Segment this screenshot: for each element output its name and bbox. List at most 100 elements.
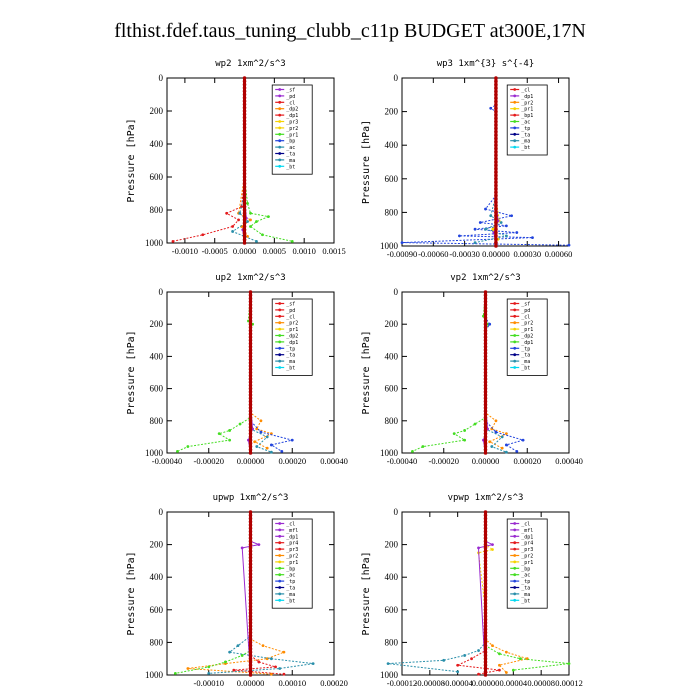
profile-point [483,669,488,674]
profile-point [483,513,488,518]
profile-point [242,204,247,209]
legend-marker [278,132,282,136]
profile-point [494,89,498,94]
profile-point [248,412,253,417]
profile-point [248,653,253,658]
profile-point [248,611,253,615]
y-tick-label: 800 [385,207,399,217]
series-point [257,660,261,664]
profile-point [248,406,253,410]
profile-point [483,422,488,426]
profile-point [494,126,498,131]
legend-marker [513,579,517,583]
profile-point [242,105,247,110]
legend-entry: _tp [286,346,295,352]
profile-point [248,419,253,423]
profile-point [248,608,253,612]
profile-point [483,546,488,550]
series-point [231,225,235,228]
profile-point [483,425,488,430]
series-point [463,438,467,442]
profile-point [242,175,247,179]
profile-point [248,290,253,294]
series-point [265,435,269,439]
legend-marker [513,126,517,130]
profile-point [248,585,253,589]
chart-panel-2: wp3 1xm^{3} s^{-4} Pressure [hPa] 0 200 400 6… [361,59,572,259]
profile-point [494,230,498,235]
profile-point [248,348,253,352]
profile-point [483,431,488,436]
profile-point [483,634,488,638]
legend-entry: _pd [286,94,295,100]
profile-point [483,319,488,323]
series-point [207,665,211,669]
legend-entry: _ac [521,120,530,126]
profile-point [494,240,498,245]
profile-point [242,224,247,229]
profile-point [242,195,247,199]
profile-point [242,165,247,169]
profile-point [483,627,488,632]
y-tick-label: 1000 [145,238,164,248]
legend-entry: _tp [521,126,530,132]
legend-entry: _pr2 [521,554,533,560]
page-title: flthist.fdef.taus_tuning_clubb_c11p BUDG… [114,20,586,42]
y-tick-label: 400 [385,351,399,361]
y-tick-label: 0 [159,507,164,517]
legend-marker [513,528,517,532]
y-axis-label: Pressure [hPa] [126,551,137,635]
chart-title: wp2 1xm^2/s^3 [215,59,285,69]
legend-entry: _cl [521,314,530,320]
profile-point [248,422,253,426]
profile-point [494,177,498,181]
profile-point [483,663,488,668]
series-line-3 [175,512,251,674]
profile-point [483,419,488,423]
profile-point [248,519,253,524]
profile-point [483,526,488,531]
profile-point [248,598,253,602]
x-tick-label: -0.00060 [418,249,448,259]
profile-point [242,208,247,212]
legend-entry: _bt [521,598,530,604]
profile-point [248,435,253,439]
y-tick-label: 400 [150,139,164,149]
profile-point [248,383,253,388]
profile-point [494,224,498,228]
profile-point [248,601,253,606]
profile-point [248,357,253,362]
profile-point [248,396,253,401]
series-point [491,644,494,648]
profile-point [242,234,247,239]
profile-point [248,322,253,327]
legend-marker [278,592,282,596]
series-point [494,430,498,434]
legend-marker [278,100,282,104]
profile-point [242,125,247,130]
profile-point [494,150,498,154]
profile-point [248,594,253,599]
profile-point [248,559,253,563]
profile-point [248,451,253,455]
profile-point [248,533,253,537]
legend-marker [513,534,517,538]
profile-point [248,666,253,671]
x-tick-label: -0.00020 [429,456,459,466]
profile-point [494,170,498,174]
legend-marker [278,598,282,602]
profile-point [248,617,253,622]
profile-point [248,656,253,661]
legend-marker [513,359,517,363]
series-point [274,665,277,669]
profile-point [248,572,253,576]
y-tick-label: 200 [385,540,399,550]
x-tick-label: 0.00010 [278,678,306,688]
profile-point [248,565,253,570]
profile-point [494,82,498,87]
profile-point [483,341,488,346]
legend-marker [278,554,282,557]
legend-entry: _ac [286,145,295,151]
profile-point [483,315,488,320]
y-axis-label: Pressure [hPa] [361,120,372,204]
